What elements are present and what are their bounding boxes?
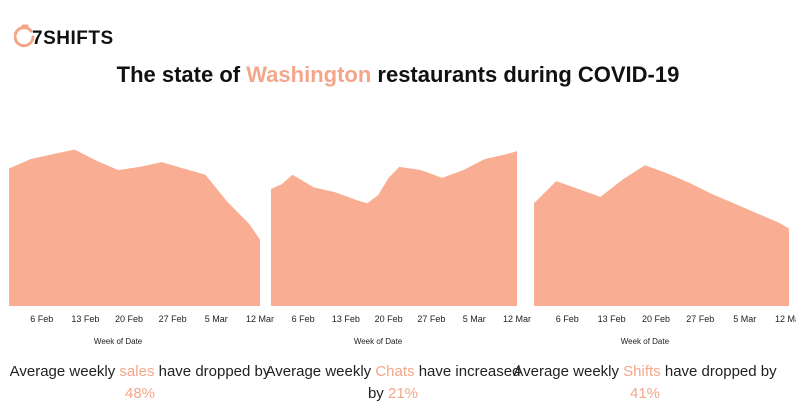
caption-value: 48%: [124, 385, 156, 402]
chats-area-chart: 6 Feb 13 Feb 20 Feb 27 Feb 5 Mar 12 Mar Week o…: [271, 151, 531, 346]
sales-area-chart: 6 Feb 13 Feb 20 Feb 27 Feb 5 Mar 12 Mar Week o…: [9, 149, 274, 346]
shifts-area-series: [534, 165, 789, 306]
caption-middle: have dropped by: [660, 363, 777, 380]
x-tick-label: 6 Feb: [556, 314, 579, 324]
sales-area-series: [9, 149, 260, 306]
caption-middle: have increased by: [367, 363, 521, 402]
x-tick-label: 13 Feb: [71, 314, 99, 324]
caption-before: Average weekly: [513, 363, 624, 380]
x-tick-label: 5 Mar: [463, 314, 486, 324]
stopwatch-icon: [14, 24, 35, 48]
x-tick-label: 6 Feb: [292, 314, 315, 324]
caption-highlight: Shifts: [623, 363, 661, 380]
x-tick-label: 13 Feb: [598, 314, 626, 324]
x-tick-label: 5 Mar: [733, 314, 756, 324]
x-tick-label: 27 Feb: [686, 314, 714, 324]
caption-shifts: Average weekly Shifts have dropped by 41…: [510, 361, 780, 405]
caption-sales: Average weekly sales have dropped by 48%: [5, 361, 275, 405]
x-tick-label: 20 Feb: [115, 314, 143, 324]
caption-value: 21%: [387, 385, 419, 402]
caption-chats: Average weekly Chats have increased by 2…: [258, 361, 528, 405]
caption-before: Average weekly: [265, 363, 376, 380]
x-tick-label: 27 Feb: [159, 314, 187, 324]
caption-highlight: Chats: [375, 363, 415, 380]
chart-panel-chats: 6 Feb 13 Feb 20 Feb 27 Feb 5 Mar 12 Mar Week o…: [271, 140, 531, 350]
title-before: The state of: [116, 62, 247, 87]
chats-area-series: [271, 151, 517, 306]
caption-middle: have dropped by: [154, 363, 271, 380]
chart-panel-sales: 6 Feb 13 Feb 20 Feb 27 Feb 5 Mar 12 Mar Week o…: [9, 140, 274, 350]
x-tick-label: 27 Feb: [417, 314, 445, 324]
logo-text: 7SHIFTS: [32, 28, 114, 49]
chart-panel-shifts: 6 Feb 13 Feb 20 Feb 27 Feb 5 Mar 12 Mar Week o…: [534, 140, 796, 350]
x-axis-label: Week of Date: [621, 337, 670, 346]
logo: 7SHIFTS: [14, 22, 114, 52]
title-highlight: Washington: [246, 62, 372, 87]
x-tick-label: 5 Mar: [205, 314, 228, 324]
x-axis-label: Week of Date: [94, 337, 143, 346]
x-tick-label: 12 Mar: [246, 314, 274, 324]
shifts-area-chart: 6 Feb 13 Feb 20 Feb 27 Feb 5 Mar 12 Mar Week o…: [534, 165, 796, 346]
caption-value: 41%: [629, 385, 661, 402]
x-tick-label: 20 Feb: [642, 314, 670, 324]
x-tick-label: 12 Mar: [775, 314, 796, 324]
x-axis-label: Week of Date: [354, 337, 403, 346]
caption-before: Average weekly: [9, 363, 120, 380]
title-after: restaurants during COVID-19: [371, 62, 680, 87]
caption-highlight: sales: [119, 363, 155, 380]
page-title: The state of Washington restaurants duri…: [0, 62, 796, 88]
x-tick-label: 20 Feb: [375, 314, 403, 324]
x-tick-label: 13 Feb: [332, 314, 360, 324]
x-tick-label: 12 Mar: [503, 314, 531, 324]
x-tick-label: 6 Feb: [30, 314, 53, 324]
